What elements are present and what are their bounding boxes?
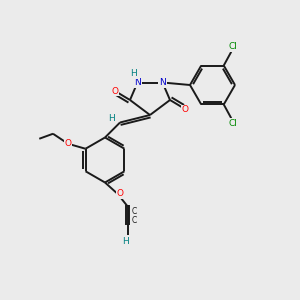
- Text: H: H: [122, 237, 128, 246]
- Text: O: O: [182, 106, 188, 115]
- Text: O: O: [64, 139, 71, 148]
- Text: O: O: [116, 189, 124, 198]
- Text: Cl: Cl: [228, 119, 237, 128]
- Text: N: N: [159, 78, 166, 87]
- Text: H: H: [108, 114, 115, 123]
- Text: O: O: [112, 87, 118, 96]
- Text: H: H: [130, 69, 137, 78]
- Text: N: N: [134, 78, 141, 87]
- Text: Cl: Cl: [228, 42, 237, 51]
- Text: C: C: [131, 215, 136, 224]
- Text: C: C: [131, 207, 136, 216]
